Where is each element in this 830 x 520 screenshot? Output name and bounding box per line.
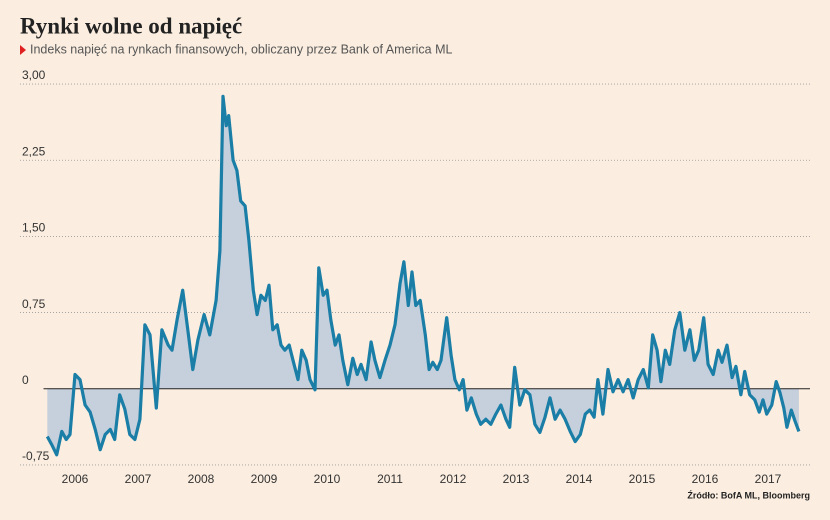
- y-tick-label: 0,75: [22, 297, 46, 311]
- chart-subtitle: Indeks napięć na rynkach finansowych, ob…: [30, 42, 452, 56]
- x-tick-label: 2010: [314, 472, 341, 486]
- x-tick-label: 2007: [125, 472, 152, 486]
- source: Źródło: BofA ML, Bloomberg: [687, 490, 810, 500]
- x-tick-label: 2015: [629, 472, 656, 486]
- axis: -0,75 0 0,75 1,50 2,25 3,00 2006 2007 2008 2009 20…: [22, 68, 782, 486]
- x-tick-label: 2011: [377, 472, 403, 486]
- chart-title: Rynki wolne od napięć: [20, 13, 242, 38]
- plot: [43, 94, 810, 457]
- x-tick-label: 2006: [62, 472, 89, 486]
- y-tick-label: 2,25: [22, 144, 46, 158]
- y-tick-label: 1,50: [22, 221, 46, 235]
- x-tick-label: 2013: [503, 472, 530, 486]
- subtitle-marker: [20, 45, 26, 55]
- y-tick-label: -0,75: [22, 449, 50, 463]
- x-tick-label: 2008: [188, 472, 215, 486]
- x-tick-label: 2017: [755, 472, 782, 486]
- x-tick-label: 2009: [251, 472, 278, 486]
- line: [45, 94, 801, 457]
- y-tick-label: 3,00: [22, 68, 46, 82]
- area: [47, 96, 799, 455]
- y-tick-label: 0: [22, 373, 29, 387]
- x-tick-label: 2012: [440, 472, 467, 486]
- x-tick-label: 2016: [692, 472, 719, 486]
- x-tick-label: 2014: [566, 472, 593, 486]
